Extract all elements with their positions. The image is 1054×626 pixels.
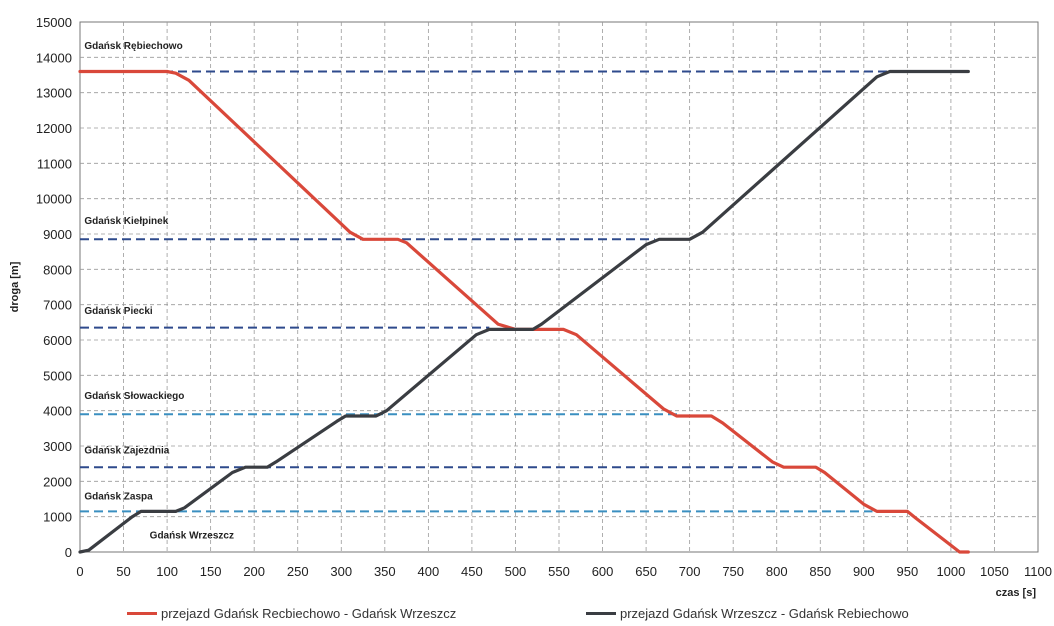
x-tick-label: 550 bbox=[548, 564, 570, 579]
x-tick-label: 50 bbox=[116, 564, 130, 579]
grid bbox=[79, 21, 1039, 553]
legend-item-red: przejazd Gdańsk Recbiechowo - Gdańsk Wrz… bbox=[127, 606, 456, 621]
station-lines: Gdańsk Rębiechowo Gdańsk Kiełpinek Gdańsk … bbox=[80, 41, 890, 541]
y-tick-label: 8000 bbox=[43, 262, 72, 277]
x-tick-label: 800 bbox=[766, 564, 788, 579]
station-label: Gdańsk Słowackiego bbox=[84, 391, 184, 402]
legend-label-dark: przejazd Gdańsk Wrzeszcz - Gdańsk Rebiec… bbox=[620, 606, 909, 621]
station-label: Gdańsk Zaspa bbox=[84, 491, 153, 502]
y-axis-label: droga [m] bbox=[9, 261, 21, 312]
y-tick-label: 1000 bbox=[43, 510, 72, 525]
legend-swatch-dark bbox=[586, 612, 616, 615]
x-tick-label: 950 bbox=[897, 564, 919, 579]
y-tick-label: 10000 bbox=[36, 192, 72, 207]
x-tick-label: 450 bbox=[461, 564, 483, 579]
y-tick-label: 2000 bbox=[43, 474, 72, 489]
x-tick-label: 1000 bbox=[936, 564, 965, 579]
x-tick-label: 250 bbox=[287, 564, 309, 579]
y-tick-label: 12000 bbox=[36, 121, 72, 136]
x-tick-label: 600 bbox=[592, 564, 614, 579]
y-tick-label: 6000 bbox=[43, 333, 72, 348]
station-label: Gdańsk Kiełpinek bbox=[84, 216, 168, 227]
x-tick-label: 350 bbox=[374, 564, 396, 579]
y-tick-label: 7000 bbox=[43, 298, 72, 313]
station-label: Gdańsk Piecki bbox=[84, 306, 153, 317]
series-line-1 bbox=[78, 69, 970, 554]
y-tick-label: 4000 bbox=[43, 404, 72, 419]
y-tick-label: 5000 bbox=[43, 368, 72, 383]
x-tick-label: 400 bbox=[418, 564, 440, 579]
x-tick-label: 900 bbox=[853, 564, 875, 579]
y-tick-label: 15000 bbox=[36, 15, 72, 30]
x-tick-label: 150 bbox=[200, 564, 222, 579]
station-label: Gdańsk Wrzeszcz bbox=[150, 530, 234, 541]
y-tick-label: 3000 bbox=[43, 439, 72, 454]
series-line-0 bbox=[78, 69, 970, 554]
y-tick-label: 14000 bbox=[36, 50, 72, 65]
x-tick-label: 200 bbox=[243, 564, 265, 579]
legend-swatch-red bbox=[127, 612, 157, 615]
x-tick-label: 700 bbox=[679, 564, 701, 579]
y-tick-label: 11000 bbox=[37, 156, 72, 171]
x-tick-label: 300 bbox=[330, 564, 352, 579]
x-tick-label: 850 bbox=[809, 564, 831, 579]
x-tick-label: 100 bbox=[156, 564, 178, 579]
series-group bbox=[78, 69, 970, 554]
x-axis-label: czas [s] bbox=[996, 587, 1037, 599]
y-tick-label: 13000 bbox=[36, 86, 72, 101]
legend-item-dark: przejazd Gdańsk Wrzeszcz - Gdańsk Rebiec… bbox=[586, 606, 909, 621]
x-tick-label: 0 bbox=[76, 564, 83, 579]
x-tick-label: 1050 bbox=[980, 564, 1009, 579]
y-tick-label: 0 bbox=[65, 545, 72, 560]
chart-canvas: Gdańsk Rębiechowo Gdańsk Kiełpinek Gdańsk … bbox=[9, 15, 1052, 599]
station-label: Gdańsk Rębiechowo bbox=[84, 41, 182, 52]
x-tick-label: 750 bbox=[722, 564, 744, 579]
axes: 0 50 100 150 200 250 300 350 400 450 500 550 600 650 7… bbox=[36, 15, 1052, 579]
legend-label-red: przejazd Gdańsk Recbiechowo - Gdańsk Wrz… bbox=[161, 606, 457, 621]
x-tick-label: 500 bbox=[505, 564, 527, 579]
station-label: Gdańsk Zajezdnia bbox=[84, 446, 169, 457]
x-tick-label: 1100 bbox=[1024, 564, 1052, 579]
y-tick-label: 9000 bbox=[43, 227, 72, 242]
x-tick-label: 650 bbox=[635, 564, 657, 579]
